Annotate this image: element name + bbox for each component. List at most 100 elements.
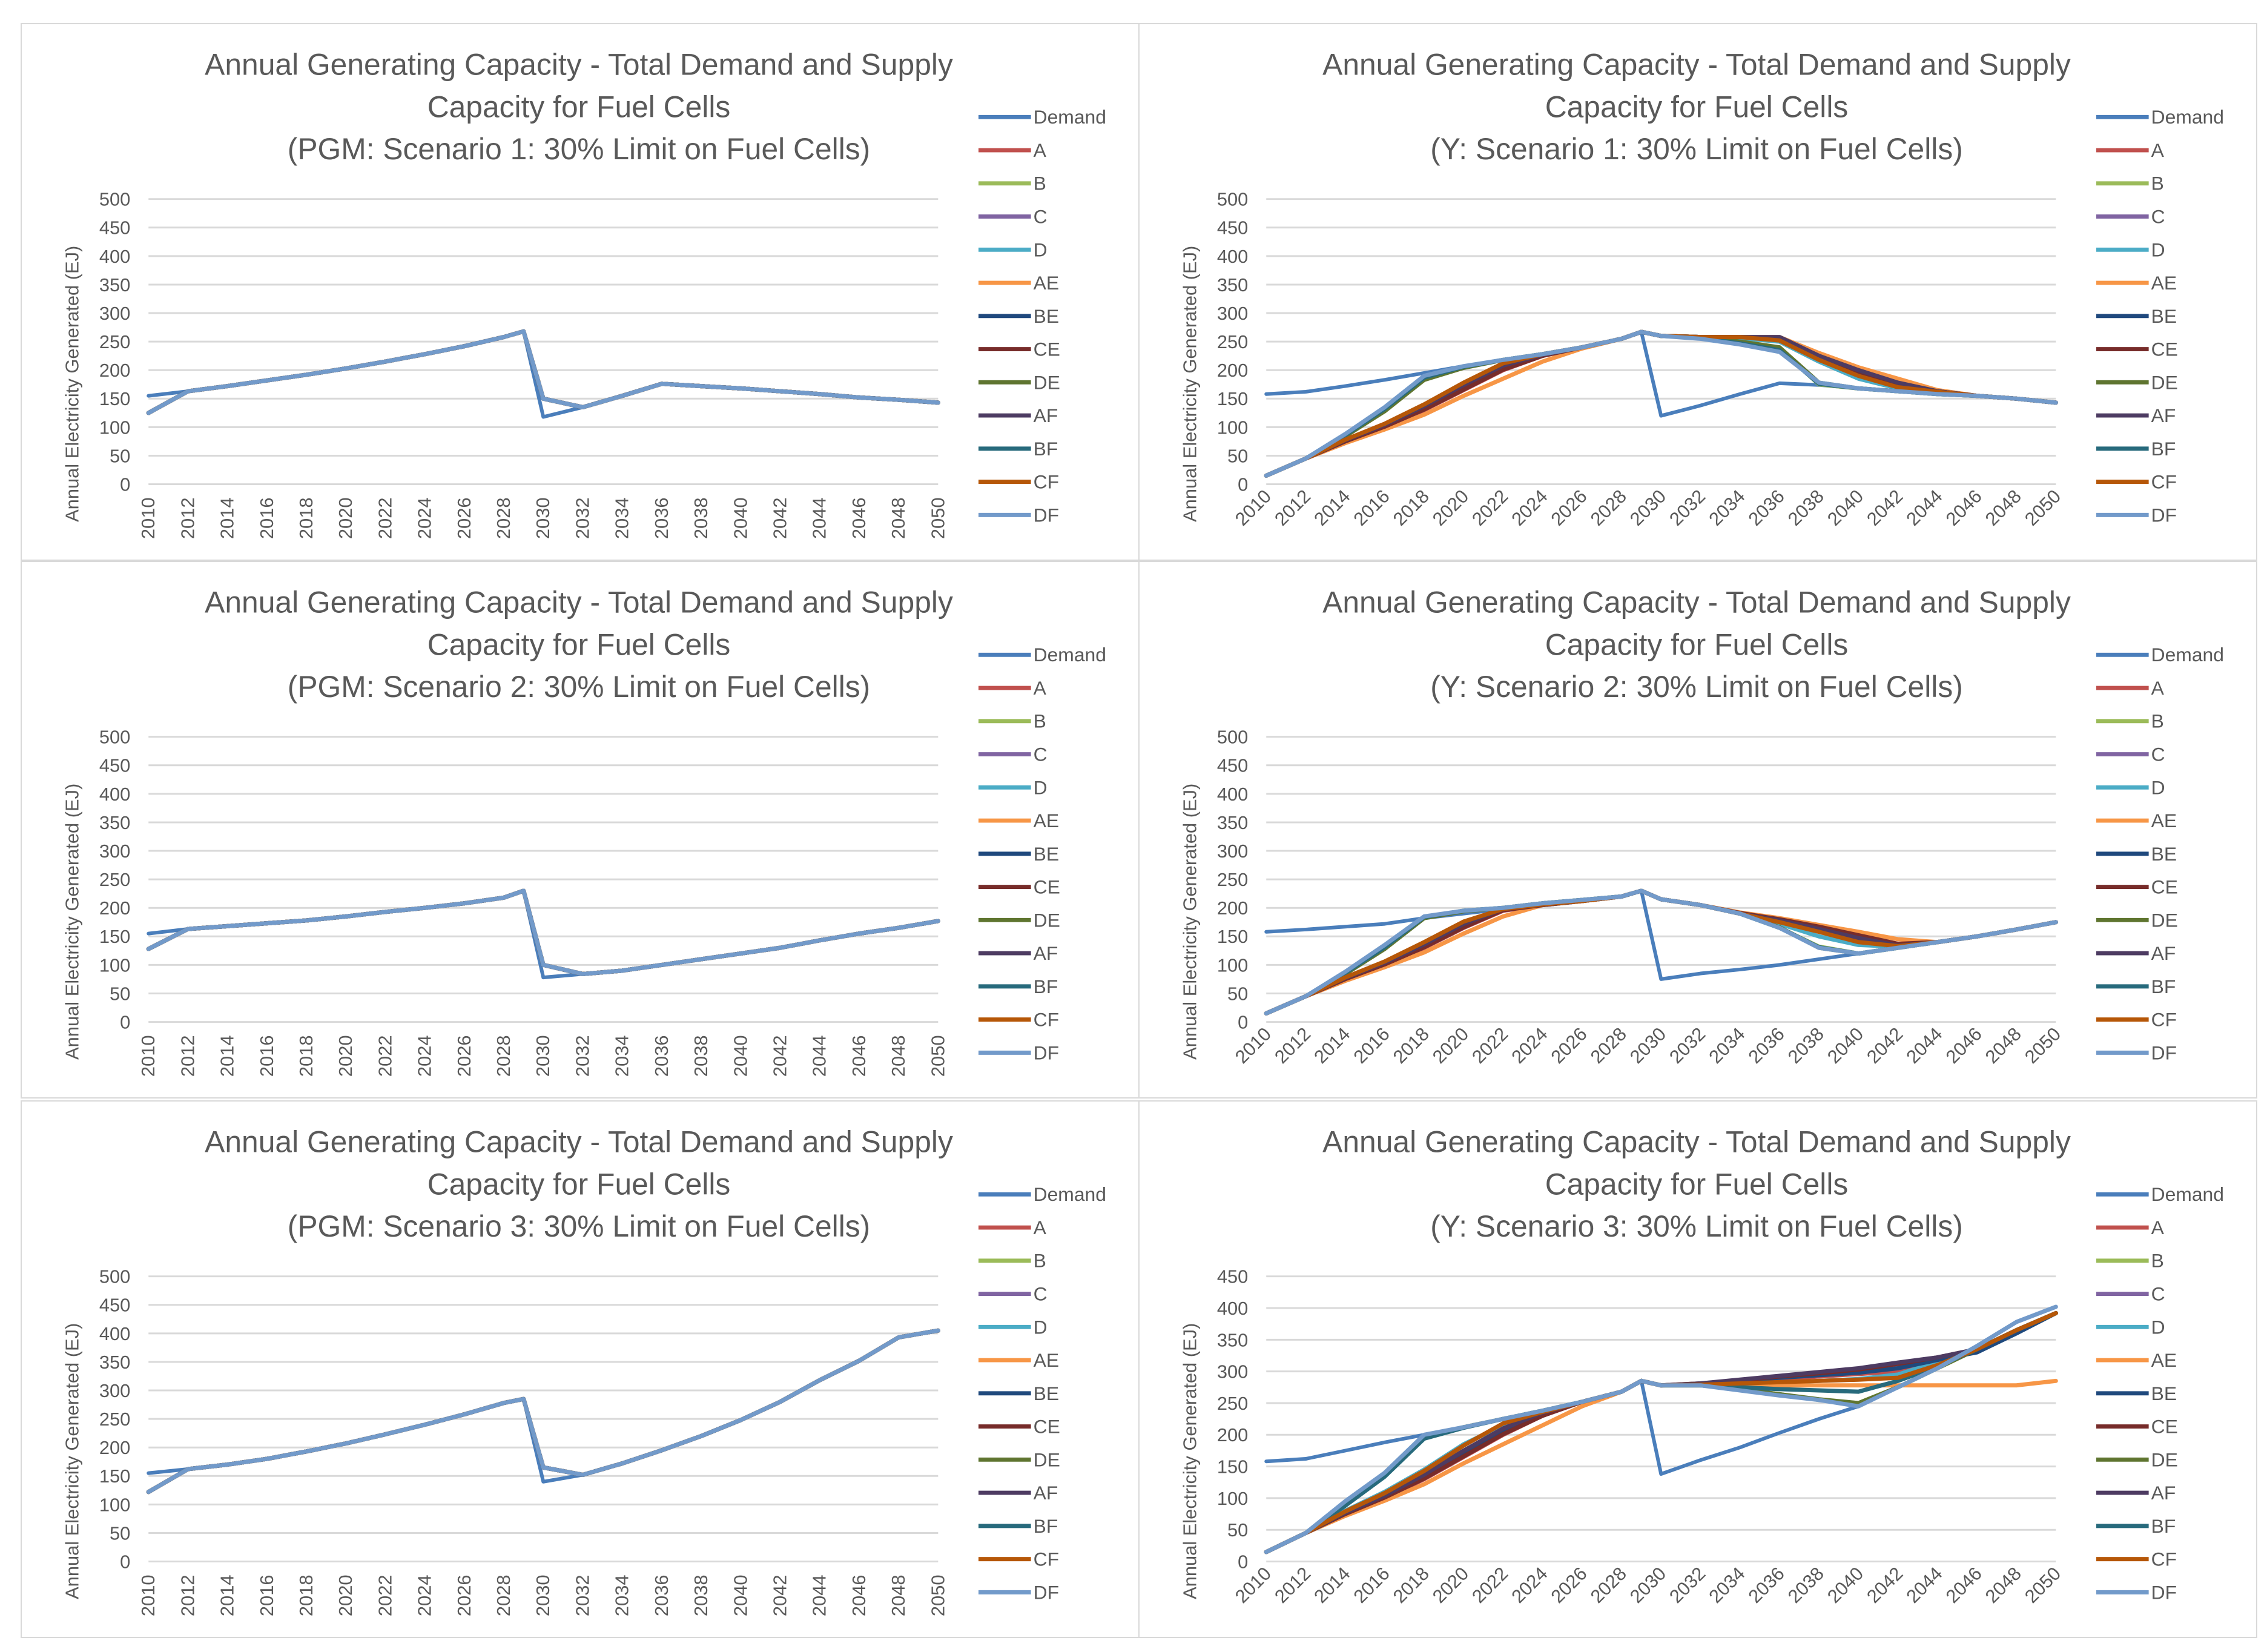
chart-svg: Annual Generating Capacity - Total Deman… xyxy=(1180,586,2224,1068)
y-tick-label: 100 xyxy=(1217,954,1249,976)
x-tick-label: 2050 xyxy=(2021,486,2065,530)
x-tick-label: 2016 xyxy=(256,1574,277,1616)
legend-label: C xyxy=(1034,744,1048,765)
x-tick-label: 2030 xyxy=(532,1035,553,1077)
y-tick-label: 300 xyxy=(1217,303,1249,324)
x-tick-label: 2036 xyxy=(1744,1563,1788,1607)
chart-svg: Annual Generating Capacity - Total Deman… xyxy=(1180,48,2224,530)
chart-pgm-scenario-1: Annual Generating Capacity - Total Deman… xyxy=(21,23,1140,561)
x-tick-label: 2044 xyxy=(809,1574,830,1616)
y-tick-label: 350 xyxy=(99,1352,131,1373)
legend-label: Demand xyxy=(2151,644,2224,666)
x-tick-label: 2014 xyxy=(1310,1563,1354,1607)
x-tick-label: 2032 xyxy=(1665,1023,1709,1068)
legend-label: C xyxy=(1034,206,1048,228)
y-tick-label: 450 xyxy=(99,1295,131,1316)
x-tick-label: 2040 xyxy=(1823,1563,1867,1607)
x-tick-label: 2014 xyxy=(217,1035,238,1077)
legend-label: A xyxy=(2151,139,2165,161)
x-tick-label: 2026 xyxy=(1546,1563,1591,1607)
x-tick-label: 2026 xyxy=(454,1035,475,1077)
legend-label: A xyxy=(1034,1217,1047,1238)
x-tick-label: 2016 xyxy=(256,1035,277,1077)
chart-title-line: (Y: Scenario 3: 30% Limit on Fuel Cells) xyxy=(1430,1209,1963,1243)
series-line-bf xyxy=(1264,888,2058,1016)
series-line-ce xyxy=(1264,329,2058,478)
chart-title-line: Capacity for Fuel Cells xyxy=(1545,90,1849,124)
chart-title-line: Capacity for Fuel Cells xyxy=(427,90,731,124)
legend-label: A xyxy=(2151,677,2165,699)
x-tick-label: 2010 xyxy=(137,1035,159,1077)
legend-label: B xyxy=(2151,710,2164,732)
y-tick-label: 150 xyxy=(1217,926,1249,947)
series-line-a xyxy=(1264,1310,2058,1555)
legend-label: Demand xyxy=(1034,1183,1106,1205)
series-line-ae xyxy=(1264,329,2058,478)
x-tick-label: 2028 xyxy=(1586,1023,1631,1068)
x-tick-label: 2036 xyxy=(651,497,672,539)
x-tick-label: 2028 xyxy=(493,1035,514,1077)
legend-label: DF xyxy=(2151,1042,2177,1063)
series-line-b xyxy=(1264,1310,2058,1555)
x-tick-label: 2012 xyxy=(177,1035,198,1077)
legend-label: BE xyxy=(1034,305,1059,327)
x-tick-label: 2020 xyxy=(1428,486,1473,530)
chart-title-line: (PGM: Scenario 2: 30% Limit on Fuel Cell… xyxy=(288,670,870,704)
x-tick-label: 2048 xyxy=(888,497,909,539)
x-tick-label: 2046 xyxy=(848,1574,870,1616)
x-tick-label: 2022 xyxy=(1468,486,1512,530)
series-line-be xyxy=(1264,329,2058,478)
legend-label: DF xyxy=(1034,504,1059,526)
y-tick-label: 50 xyxy=(110,983,130,1004)
x-tick-label: 2010 xyxy=(137,1574,159,1616)
y-tick-label: 0 xyxy=(1238,1551,1248,1573)
y-tick-label: 400 xyxy=(99,1323,131,1344)
y-tick-label: 0 xyxy=(1238,1012,1248,1033)
x-tick-label: 2044 xyxy=(1902,1023,1946,1068)
legend-label: D xyxy=(1034,1316,1048,1338)
chart-title-line: (PGM: Scenario 1: 30% Limit on Fuel Cell… xyxy=(288,132,870,166)
legend-label: DF xyxy=(1034,1581,1059,1603)
x-tick-label: 2050 xyxy=(927,1574,948,1616)
legend-label: B xyxy=(1034,173,1046,194)
x-tick-label: 2050 xyxy=(927,1035,948,1077)
legend-label: CE xyxy=(2151,1416,2178,1438)
legend-label: CF xyxy=(2151,471,2177,493)
series-line-af xyxy=(1264,888,2058,1016)
chart-title-line: (Y: Scenario 1: 30% Limit on Fuel Cells) xyxy=(1430,132,1963,166)
x-tick-label: 2022 xyxy=(374,497,395,539)
y-tick-label: 150 xyxy=(99,926,131,947)
legend-label: DF xyxy=(2151,504,2177,526)
x-tick-label: 2030 xyxy=(532,497,553,539)
x-tick-label: 2024 xyxy=(414,497,435,539)
chart-y-scenario-1: Annual Generating Capacity - Total Deman… xyxy=(1138,23,2257,561)
series-line-ce xyxy=(1264,888,2058,1016)
legend-label: BF xyxy=(1034,976,1058,997)
legend-label: BF xyxy=(2151,438,2176,460)
x-tick-label: 2022 xyxy=(1468,1023,1512,1068)
y-axis-title: Annual Electricity Generated (EJ) xyxy=(1180,1323,1201,1599)
series-line-df xyxy=(146,888,940,976)
chart-title-line: (Y: Scenario 2: 30% Limit on Fuel Cells) xyxy=(1430,670,1963,704)
x-tick-label: 2034 xyxy=(612,1035,633,1077)
series-line-d xyxy=(1264,329,2058,478)
legend-label: CE xyxy=(1034,1416,1060,1438)
legend-label: BF xyxy=(2151,1515,2176,1537)
x-tick-label: 2036 xyxy=(1744,486,1788,530)
y-tick-label: 350 xyxy=(1217,1329,1249,1350)
legend-label: AF xyxy=(2151,942,2176,964)
x-tick-label: 2040 xyxy=(1823,1023,1867,1068)
x-tick-label: 2020 xyxy=(335,1035,356,1077)
y-tick-label: 150 xyxy=(99,388,131,409)
legend-label: C xyxy=(2151,206,2165,228)
x-tick-label: 2046 xyxy=(848,1035,870,1077)
x-tick-label: 2018 xyxy=(1389,1563,1433,1607)
series-line-df xyxy=(1264,888,2058,1016)
series-line-de xyxy=(1264,1310,2058,1555)
legend-label: BE xyxy=(1034,1383,1059,1404)
legend-label: AE xyxy=(1034,1349,1059,1371)
y-tick-label: 200 xyxy=(1217,360,1249,381)
y-tick-label: 50 xyxy=(1227,1519,1248,1541)
series-line-ce xyxy=(1264,1310,2058,1555)
x-tick-label: 2012 xyxy=(1270,486,1315,530)
